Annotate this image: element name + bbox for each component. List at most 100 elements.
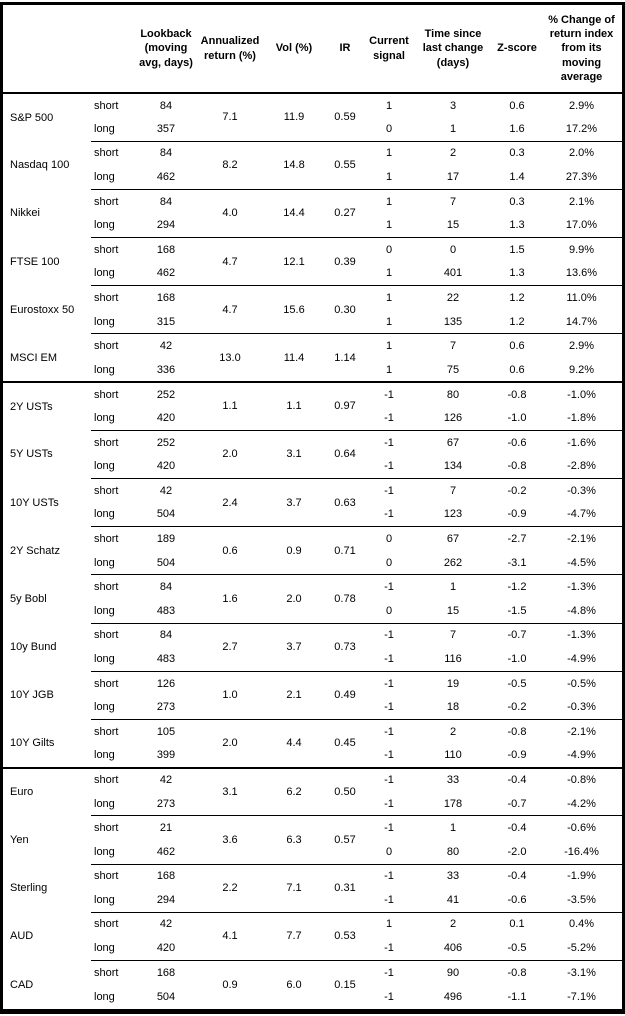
vol-cell: 6.3 xyxy=(263,815,325,864)
lookback-cell: 42 xyxy=(135,477,197,503)
zscore-cell: -0.2 xyxy=(493,477,541,503)
asset-group-row: long 273 -1 178 -0.7 -4.2% xyxy=(3,792,622,816)
zscore-cell: -0.2 xyxy=(507,701,527,714)
vol-cell: 12.1 xyxy=(263,237,325,286)
period-cell: long xyxy=(94,556,115,569)
asset-name-cell: MSCI EM xyxy=(10,351,58,364)
signal-cell: 0 xyxy=(385,604,393,617)
pct-change-cell: -7.1% xyxy=(567,990,596,1003)
lookback-cell: 483 xyxy=(156,652,176,665)
zscore-cell: 0.3 xyxy=(493,188,541,214)
lookback-cell: 504 xyxy=(156,556,176,569)
period-cell: long xyxy=(94,508,115,521)
asset-group-row: long 462 0 80 -2.0 -16.4% xyxy=(3,840,622,864)
period-cell: short xyxy=(91,285,135,310)
lookback-cell: 399 xyxy=(156,749,176,762)
annualized-return-cell: 1.1 xyxy=(197,381,263,431)
lookback-cell: 42 xyxy=(135,766,197,792)
time-since-change-cell: 67 xyxy=(413,429,493,455)
column-header-vol: Vol (%) xyxy=(263,5,325,94)
signal-cell: 0 xyxy=(385,556,393,569)
annualized-return-cell: 2.0 xyxy=(197,429,263,479)
vol-cell: 3.1 xyxy=(263,429,325,479)
lookback-cell: 420 xyxy=(156,942,176,955)
pct-change-cell: 0.4% xyxy=(541,911,622,937)
lookback-cell: 168 xyxy=(135,237,197,262)
zscore-cell: -0.6 xyxy=(507,893,527,906)
signal-cell: -1 xyxy=(384,508,394,521)
zscore-cell: -0.8 xyxy=(493,718,541,744)
annualized-return-cell: 1.0 xyxy=(197,670,263,720)
lookback-cell: 126 xyxy=(135,670,197,696)
signal-cell: -1 xyxy=(365,670,413,696)
pct-change-cell: -4.9% xyxy=(567,652,596,665)
pct-change-cell: 2.9% xyxy=(541,333,622,359)
ir-cell: 0.73 xyxy=(325,622,365,672)
asset-name-cell: Eurostoxx 50 xyxy=(10,303,75,316)
asset-name-cell: Yen xyxy=(10,833,29,846)
pct-change-cell: -4.2% xyxy=(567,797,596,810)
time-since-change-cell: 178 xyxy=(443,797,463,810)
period-cell: short xyxy=(91,863,135,889)
vol-cell: 11.4 xyxy=(263,333,325,383)
time-since-change-cell: 7 xyxy=(413,622,493,648)
pct-change-cell: 17.2% xyxy=(565,122,598,135)
period-cell: short xyxy=(91,477,135,503)
time-since-change-cell: 2 xyxy=(413,140,493,166)
zscore-cell: 0.6 xyxy=(509,99,525,112)
ir-cell: 0.49 xyxy=(325,670,365,720)
zscore-cell: -0.4 xyxy=(493,815,541,840)
asset-group-row: 10Y Gilts short 105 2.0 4.4 0.45 -1 2 -0.8 -2.1% xyxy=(3,718,622,768)
period-cell: short xyxy=(91,622,135,648)
lookback-cell: 84 xyxy=(159,99,173,112)
time-since-change-cell: 15 xyxy=(446,219,460,232)
time-since-change-cell: 1 xyxy=(413,815,493,840)
vol-cell: 4.4 xyxy=(263,718,325,768)
pct-change-cell: 2.0% xyxy=(541,140,622,166)
lookback-cell: 504 xyxy=(156,508,176,521)
asset-name-cell: Nikkei xyxy=(10,207,40,220)
ir-cell: 0.45 xyxy=(325,718,365,768)
zscore-cell: 0.6 xyxy=(493,333,541,359)
annualized-return-cell: 7.1 xyxy=(222,111,238,124)
time-since-change-cell: 135 xyxy=(443,315,463,328)
pct-change-cell: 2.9% xyxy=(568,99,595,112)
time-since-change-cell: 33 xyxy=(413,863,493,889)
annualized-return-cell: 4.0 xyxy=(197,188,263,238)
pct-change-cell: -2.8% xyxy=(567,460,596,473)
lookback-cell: 84 xyxy=(135,188,197,214)
asset-group-row: long 462 1 17 1.4 27.3% xyxy=(3,165,622,189)
zscore-cell: -0.4 xyxy=(493,863,541,889)
period-cell: long xyxy=(94,122,115,135)
annualized-return-cell: 8.2 xyxy=(197,140,263,190)
asset-group-row: long 294 1 15 1.3 17.0% xyxy=(3,213,622,237)
asset-group-row: long 483 0 15 -1.5 -4.8% xyxy=(3,599,622,623)
asset-name-cell: 2Y Schatz xyxy=(10,544,60,557)
lookback-cell: 42 xyxy=(135,911,197,937)
ir-cell: 1.14 xyxy=(325,333,365,383)
pct-change-cell: -3.5% xyxy=(567,893,596,906)
period-cell: long xyxy=(94,652,115,665)
asset-group-row: 2Y USTs short 252 1.1 1.1 0.97 -1 80 -0.8 -1.0% xyxy=(3,381,622,431)
annualized-return-cell: 2.7 xyxy=(197,622,263,672)
column-header-asset xyxy=(3,5,91,94)
table-body: S&P 500 short 84 7.1 11.9 0.59 1 3 0.6 2.9% long 35… xyxy=(3,93,622,1009)
pct-change-cell: 17.0% xyxy=(565,219,598,232)
signal-cell: 0 xyxy=(385,845,393,858)
pct-change-cell: -4.7% xyxy=(567,508,596,521)
signal-cell: -1 xyxy=(365,574,413,599)
signal-cell: 1 xyxy=(385,219,393,232)
zscore-cell: 0.1 xyxy=(493,911,541,937)
annualized-return-cell: 2.4 xyxy=(197,477,263,527)
lookback-cell: 168 xyxy=(135,863,197,889)
pct-change-cell: -2.1% xyxy=(541,526,622,551)
time-since-change-cell: 7 xyxy=(413,477,493,503)
zscore-cell: -1.0 xyxy=(507,652,527,665)
pct-change-cell: 9.2% xyxy=(568,363,595,376)
asset-group-row: FTSE 100 short 168 4.7 12.1 0.39 0 0 1.5 9.9% xyxy=(3,237,622,286)
zscore-cell: -1.0 xyxy=(507,412,527,425)
signal-cell: 1 xyxy=(365,333,413,359)
period-cell: long xyxy=(94,267,115,280)
period-cell: long xyxy=(94,845,115,858)
pct-change-cell: -0.3% xyxy=(541,477,622,503)
